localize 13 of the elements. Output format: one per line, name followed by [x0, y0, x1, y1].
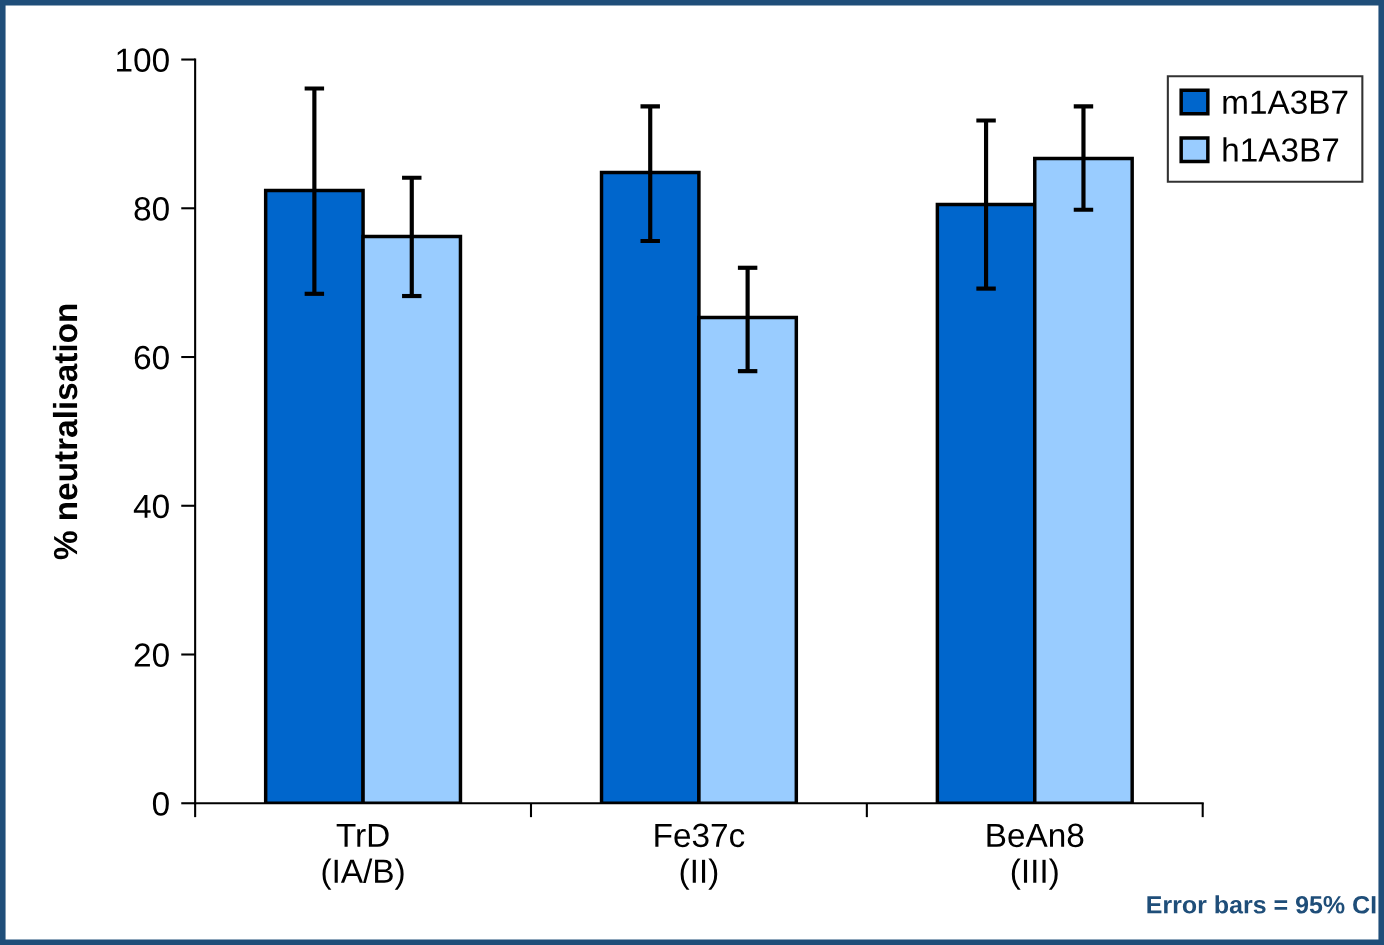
- legend-label: h1A3B7: [1223, 137, 1339, 162]
- y-tick-label: 80: [134, 197, 169, 221]
- y-tick-label: 60: [134, 345, 169, 370]
- y-axis-title: % neutralisation: [52, 304, 78, 560]
- x-tick-label: BeAn8 (III): [987, 823, 1084, 890]
- y-tick-label: 0: [152, 792, 169, 816]
- y-tick-label: 40: [133, 494, 169, 519]
- legend-label: m1A3B7: [1223, 90, 1348, 115]
- text: Error bars = 95% CI: [1147, 895, 1376, 914]
- y-tick-label: 20: [134, 643, 169, 667]
- y-tick-label: 100: [117, 48, 169, 72]
- x-tick-label: TrD (IA/B): [322, 823, 404, 890]
- x-tick-label: Fe37c (II): [655, 823, 745, 890]
